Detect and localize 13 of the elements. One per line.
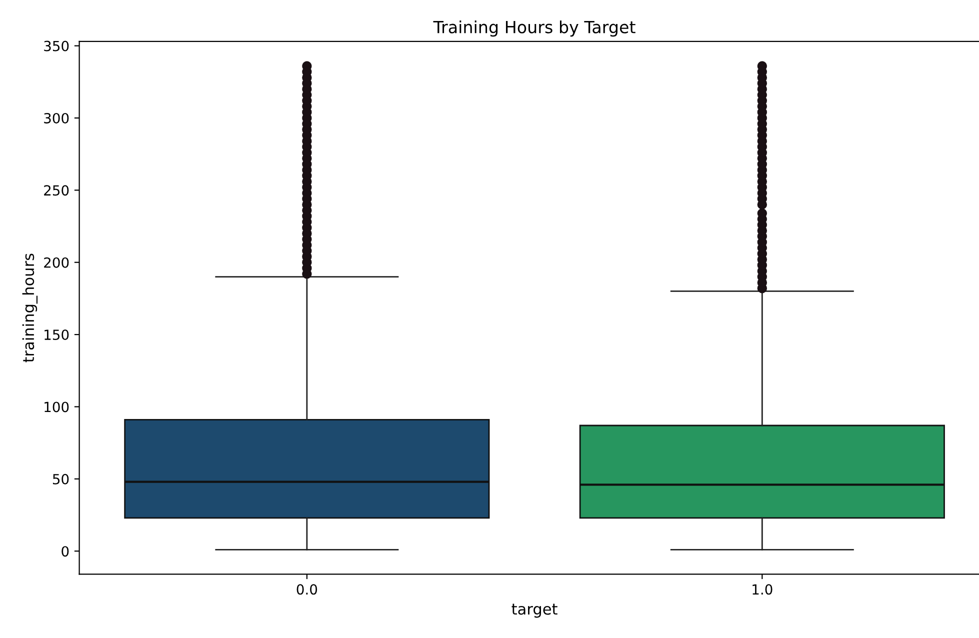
- y-tick-label: 300: [44, 112, 69, 124]
- y-tick-label: 0: [62, 546, 69, 557]
- x-axis-title: target: [512, 604, 558, 618]
- x-tick-label: 1.0: [752, 584, 772, 595]
- y-tick-label: 150: [44, 330, 69, 340]
- y-tick-label: 350: [44, 40, 69, 52]
- y-axis-title: training_hours: [22, 254, 38, 362]
- y-tick-label: 250: [44, 185, 69, 196]
- y-tick-label: 100: [44, 402, 69, 412]
- chart-title: Training Hours by Target: [433, 20, 636, 37]
- y-tick-label: 50: [52, 474, 69, 484]
- x-tick-label: 0.0: [296, 584, 318, 595]
- y-tick-label: 200: [44, 257, 69, 268]
